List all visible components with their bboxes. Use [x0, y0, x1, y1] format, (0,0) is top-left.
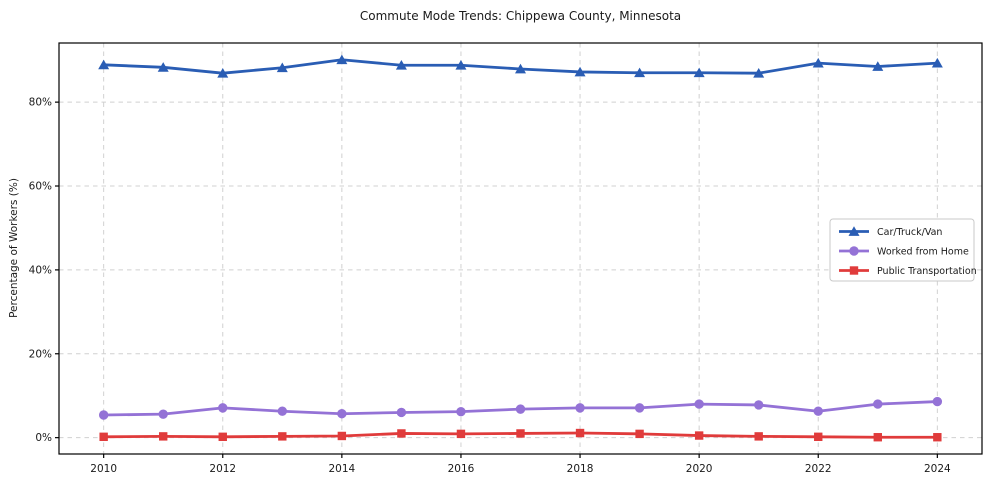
x-tick-label: 2018 [567, 463, 594, 475]
x-tick-label: 2024 [924, 463, 951, 475]
series-0 [98, 54, 943, 78]
data-point-marker [159, 432, 168, 441]
data-point-marker [931, 57, 943, 68]
x-tick-label: 2020 [686, 463, 713, 475]
x-tick-label: 2022 [805, 463, 832, 475]
data-point-marker [753, 67, 765, 78]
axis-ticks [55, 101, 938, 458]
legend-box [829, 218, 975, 282]
data-point-marker [693, 67, 705, 78]
legend-label: Worked from Home [877, 247, 969, 258]
legend-marker [849, 266, 859, 275]
data-point-marker [873, 433, 882, 442]
data-point-marker [515, 404, 526, 414]
data-point-marker [634, 403, 645, 413]
data-point-marker [397, 429, 406, 438]
data-point-marker [217, 67, 229, 78]
data-point-marker [516, 429, 525, 438]
data-point-marker [278, 432, 287, 441]
x-tick-label: 2010 [90, 463, 117, 475]
legend-item: Public Transportation [839, 266, 977, 277]
data-point-marker [158, 409, 168, 419]
data-point-marker [515, 63, 526, 74]
data-point-marker [813, 406, 823, 416]
data-point-marker [98, 410, 109, 420]
data-point-marker [754, 432, 763, 441]
data-point-marker [456, 429, 466, 439]
data-point-marker [812, 57, 824, 68]
data-point-marker [694, 431, 704, 440]
data-point-marker [872, 61, 884, 71]
data-point-marker [753, 400, 764, 410]
data-point-marker [337, 431, 347, 441]
y-tick-label: 20% [29, 348, 52, 360]
data-point-marker [575, 403, 585, 413]
data-point-marker [98, 59, 110, 70]
data-point-marker [337, 409, 347, 419]
data-point-marker [395, 60, 407, 70]
data-point-marker [276, 62, 288, 73]
data-point-marker [157, 62, 169, 72]
data-point-marker [635, 429, 644, 439]
y-tick-label: 40% [29, 264, 52, 276]
data-point-marker [396, 407, 407, 418]
x-tick-label: 2012 [209, 463, 236, 475]
chart-title: Commute Mode Trends: Chippewa County, Mi… [359, 9, 682, 23]
legend-item: Car/Truck/Van [839, 226, 942, 238]
data-point-marker [218, 403, 228, 413]
series-1 [98, 396, 943, 420]
data-point-marker [218, 432, 227, 442]
y-tick-label: 60% [29, 181, 52, 193]
data-point-marker [814, 432, 823, 442]
series-2 [99, 428, 942, 442]
y-tick-label: 0% [35, 432, 52, 444]
legend-item: Worked from Home [839, 246, 969, 258]
legend: Car/Truck/Van Worked from Home Public Tran… [829, 218, 977, 282]
data-point-marker [456, 406, 466, 417]
data-point-marker [873, 399, 883, 409]
data-point-marker [455, 60, 467, 70]
data-point-marker [336, 54, 348, 65]
legend-label: Public Transportation [877, 266, 977, 277]
data-point-marker [574, 66, 586, 77]
y-tick-label: 80% [29, 97, 52, 109]
tick-labels: 2010 2012 2014 2016 2018 2020 2022 2024 0% 20% 40%… [29, 97, 951, 475]
legend-label: Car/Truck/Van [877, 227, 942, 238]
data-point-marker [694, 399, 704, 409]
x-tick-label: 2016 [448, 463, 475, 475]
data-point-marker [933, 433, 942, 442]
data-point-marker [277, 406, 288, 416]
data-point-marker [575, 428, 585, 438]
plot-border [58, 42, 983, 455]
x-tick-label: 2014 [328, 463, 355, 475]
data-point-marker [99, 432, 108, 442]
data-point-marker [634, 67, 646, 78]
data-point-marker [932, 396, 943, 407]
legend-marker [849, 246, 859, 256]
legend-marker [848, 226, 860, 236]
